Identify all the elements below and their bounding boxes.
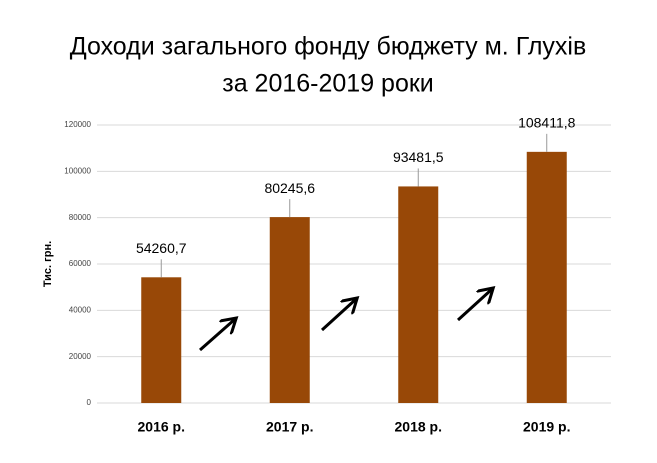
value-label: 108411,8 bbox=[518, 115, 576, 131]
value-label: 80245,6 bbox=[264, 180, 315, 196]
y-tick-label: 120000 bbox=[64, 120, 91, 129]
value-label: 54260,7 bbox=[136, 240, 187, 256]
y-tick-label: 40000 bbox=[69, 305, 92, 314]
arrow bbox=[320, 300, 355, 332]
arrow bbox=[199, 320, 234, 352]
bar bbox=[141, 277, 182, 403]
bar bbox=[269, 217, 310, 403]
chart-title: Доходи загального фонду бюджету м. Глухі… bbox=[70, 33, 587, 61]
x-tick-label: 2018 р. bbox=[395, 419, 442, 435]
chart-subtitle: за 2016-2019 роки bbox=[222, 70, 434, 98]
y-tick-label: 60000 bbox=[69, 259, 92, 268]
y-axis-label: Тис. грн. bbox=[42, 241, 54, 287]
bar bbox=[398, 186, 439, 403]
y-tick-label: 80000 bbox=[69, 213, 92, 222]
x-tick-label: 2017 р. bbox=[266, 419, 313, 435]
bar bbox=[526, 151, 567, 403]
trend-arrows bbox=[199, 290, 491, 352]
value-label: 93481,5 bbox=[393, 149, 444, 165]
x-tick-label: 2019 р. bbox=[523, 419, 570, 435]
y-tick-label: 20000 bbox=[69, 352, 92, 361]
y-tick-label: 100000 bbox=[64, 166, 91, 175]
x-tick-label: 2016 р. bbox=[138, 419, 185, 435]
y-tick-label: 0 bbox=[87, 398, 92, 407]
arrow bbox=[456, 290, 491, 322]
